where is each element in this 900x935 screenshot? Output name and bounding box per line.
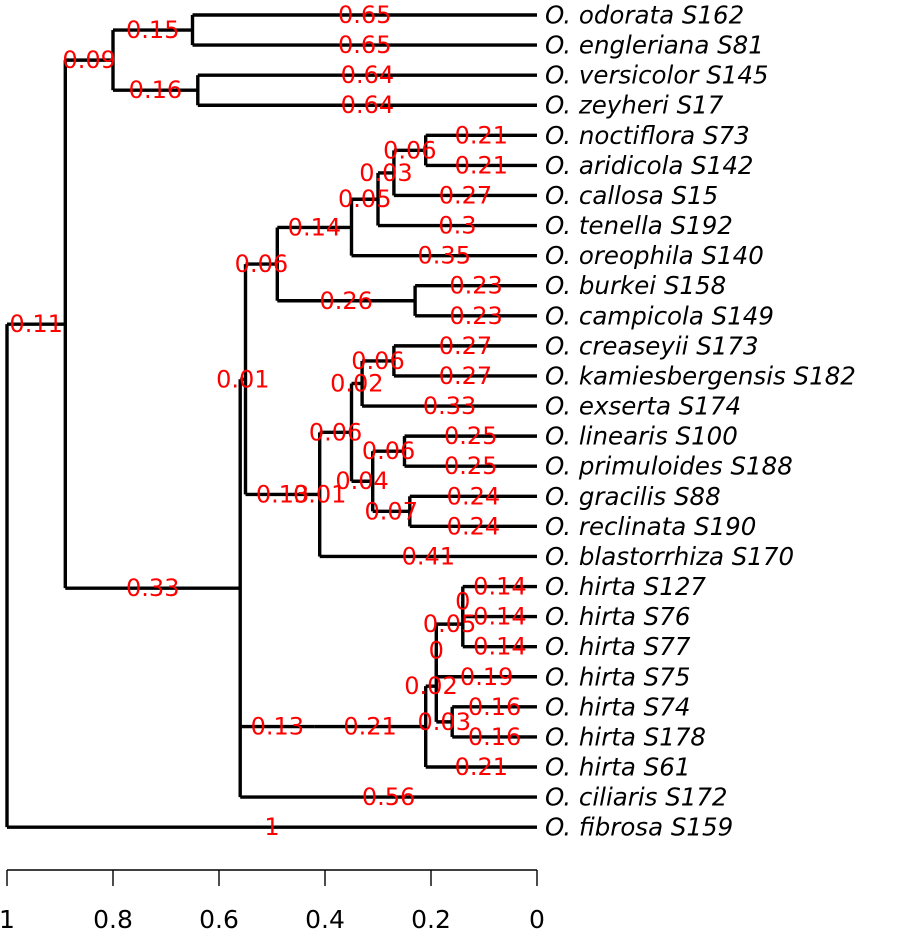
branch-length-label: 0.16 bbox=[468, 693, 521, 721]
branch-length-label: 0.06 bbox=[383, 136, 436, 164]
tip-label: O. hirta S127 bbox=[545, 572, 706, 601]
tip-label: O. aridicola S142 bbox=[545, 151, 754, 180]
tip-label: O. hirta S61 bbox=[545, 753, 690, 782]
branch-length-labels: 0.11 0.09 0.15 0.650.65 0.16 0.640.64 0.33 0.01… bbox=[9, 1, 526, 841]
branch-length-label: 0.14 bbox=[473, 573, 526, 601]
tip-label: O. oreophila S140 bbox=[545, 241, 764, 270]
branch-length-label: 0.02 bbox=[404, 672, 457, 700]
branch-length-label: 0.09 bbox=[62, 46, 115, 74]
tip-label: O. campicola S149 bbox=[545, 301, 774, 330]
branch-length-label: 0.25 bbox=[444, 452, 497, 480]
branch-length-label: 0.01 bbox=[293, 480, 346, 508]
tip-label: O. hirta S77 bbox=[545, 632, 691, 661]
branch-length-label: 0.23 bbox=[449, 272, 502, 300]
branch-length-label: 0.21 bbox=[343, 713, 396, 741]
branch-length-label: 0 bbox=[429, 636, 444, 664]
branch-length-label: 0.33 bbox=[126, 574, 179, 602]
branch-length-label: 0.06 bbox=[235, 250, 288, 278]
axis-tick-label: 0 bbox=[529, 905, 545, 934]
branch-length-label: 0.27 bbox=[439, 332, 492, 360]
tip-label: O. hirta S75 bbox=[545, 662, 690, 691]
tip-label: O. primuloides S188 bbox=[545, 452, 793, 481]
branch-length-label: 0.19 bbox=[460, 663, 513, 691]
branch-length-label: 0.24 bbox=[447, 512, 500, 540]
tip-label: O. burkei S158 bbox=[545, 271, 726, 300]
branch-length-label: 0.33 bbox=[423, 392, 476, 420]
branch-length-label: 0.07 bbox=[365, 497, 418, 525]
tip-label: O. ciliaris S172 bbox=[545, 783, 728, 812]
tip-label: O. creaseyii S173 bbox=[545, 331, 759, 360]
branch-length-label: 0.03 bbox=[418, 708, 471, 736]
branch-length-label: 0.06 bbox=[362, 437, 415, 465]
branch-lines bbox=[5, 13, 537, 829]
branch-length-label: 0.16 bbox=[129, 76, 182, 104]
branch-length-label: 0.35 bbox=[418, 242, 471, 270]
branch-length-label: 0.14 bbox=[473, 633, 526, 661]
axis-tick-label: 0.4 bbox=[305, 905, 345, 934]
branch-length-label: 0.65 bbox=[338, 31, 391, 59]
branch-length-label: 0.04 bbox=[335, 467, 388, 495]
branch-length-label: 0.26 bbox=[319, 287, 372, 315]
branch-length-label: 0.16 bbox=[468, 723, 521, 751]
branch-length-label: 0.3 bbox=[438, 212, 476, 240]
tip-label: O. hirta S178 bbox=[545, 722, 706, 751]
tip-label: O. engleriana S81 bbox=[545, 31, 764, 60]
branch-length-label: 0.56 bbox=[362, 783, 415, 811]
branch-length-label: 0.05 bbox=[423, 610, 476, 638]
branch-length-label: 0.14 bbox=[288, 213, 341, 241]
tip-label: O. odorata S162 bbox=[545, 1, 744, 30]
axis-tick-label: 0.6 bbox=[199, 905, 239, 934]
axis-tick-label: 0.2 bbox=[411, 905, 451, 934]
branch-length-label: 0.27 bbox=[439, 181, 492, 209]
tip-label: O. fibrosa S159 bbox=[545, 813, 733, 842]
branch-length-label: 0.65 bbox=[338, 1, 391, 29]
tip-label: O. gracilis S88 bbox=[545, 482, 721, 511]
branch-length-label: 0.21 bbox=[455, 121, 508, 149]
tip-label: O. versicolor S145 bbox=[545, 61, 769, 90]
height-axis: 1 0.8 0.6 0.4 0.2 0 bbox=[0, 869, 545, 934]
axis-tick-label: 0.8 bbox=[93, 905, 133, 934]
branch-length-label: 0.64 bbox=[341, 61, 394, 89]
branch-length-label: 0.21 bbox=[455, 151, 508, 179]
branch-length-label: 0.25 bbox=[444, 422, 497, 450]
branch-length-label: 0.06 bbox=[309, 418, 362, 446]
branch-length-label: 0 bbox=[455, 588, 470, 616]
branch-length-label: 0.41 bbox=[402, 542, 455, 570]
tip-label: O. noctiflora S73 bbox=[545, 121, 750, 150]
branch-length-label: 0.23 bbox=[449, 302, 502, 330]
branch-length-label: 0.24 bbox=[447, 482, 500, 510]
tip-label: O. hirta S74 bbox=[545, 692, 690, 721]
branch-length-label: 0.06 bbox=[351, 347, 404, 375]
tip-label: O. blastorrhiza S170 bbox=[545, 542, 794, 571]
branch-length-label: 0.27 bbox=[439, 362, 492, 390]
branch-length-label: 0.14 bbox=[473, 603, 526, 631]
tip-label: O. tenella S192 bbox=[545, 211, 733, 240]
tip-label: O. callosa S15 bbox=[545, 181, 718, 210]
branch-length-label: 0.21 bbox=[455, 753, 508, 781]
branch-length-label: 0.15 bbox=[126, 16, 179, 44]
branch-length-label: 0.01 bbox=[216, 365, 269, 393]
tip-label: O. exserta S174 bbox=[545, 392, 741, 421]
tip-label: O. reclinata S190 bbox=[545, 512, 756, 541]
branch-length-label: 0.11 bbox=[9, 310, 62, 338]
branch-length-label: 0.64 bbox=[341, 91, 394, 119]
branch-length-label: 1 bbox=[264, 813, 279, 841]
tip-label: O. kamiesbergensis S182 bbox=[545, 361, 856, 390]
tip-label: O. linearis S100 bbox=[545, 422, 738, 451]
branch-length-label: 0.03 bbox=[359, 159, 412, 187]
tip-label: O. zeyheri S17 bbox=[545, 91, 724, 120]
branch-length-label: 0.13 bbox=[251, 713, 304, 741]
branch-length-label: 0.02 bbox=[330, 369, 383, 397]
tip-label: O. hirta S76 bbox=[545, 602, 690, 631]
branch-length-label: 0.13 bbox=[256, 480, 309, 508]
branch-length-label: 0.05 bbox=[338, 185, 391, 213]
axis-tick-label: 1 bbox=[0, 905, 15, 934]
